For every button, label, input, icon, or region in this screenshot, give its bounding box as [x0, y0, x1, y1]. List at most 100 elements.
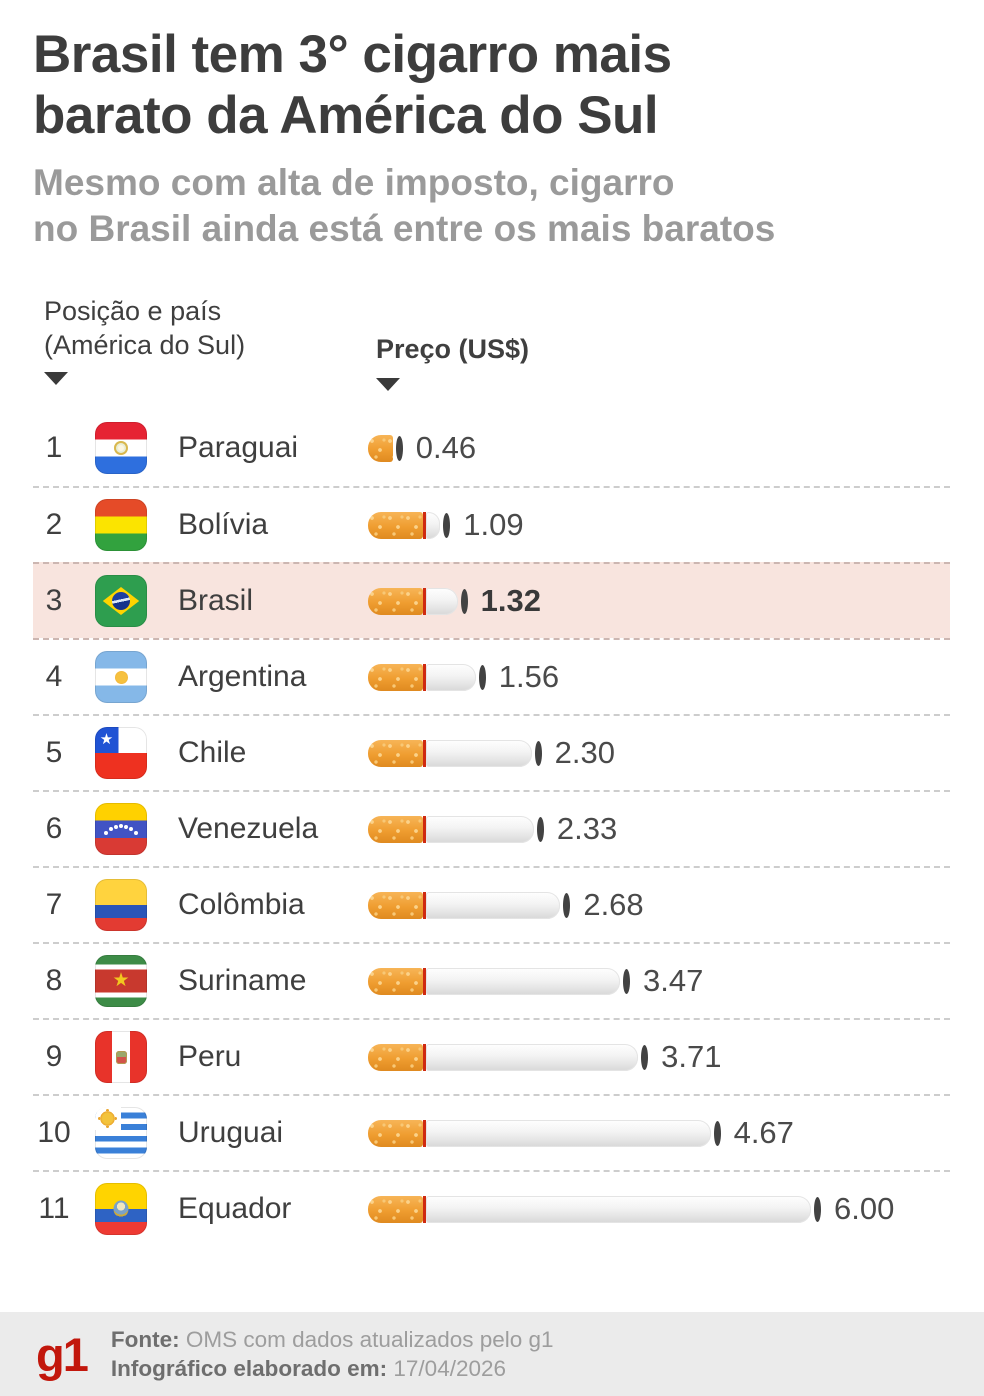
- page-subtitle-line2: no Brasil ainda está entre os mais barat…: [33, 208, 776, 249]
- arrow-down-icon: [44, 372, 68, 385]
- cigarette-band: [423, 663, 426, 691]
- cigarette-tip: [460, 588, 468, 614]
- cigarette-tip: [814, 1196, 821, 1222]
- cigarette-band: [423, 891, 426, 919]
- peru-flag-icon: [95, 1031, 147, 1083]
- cigarette-tip: [478, 664, 486, 690]
- paraguay-flag-icon: [95, 422, 147, 474]
- cigarette-tip: [443, 512, 451, 538]
- cigarette-tip: [536, 816, 544, 842]
- cigarette-bar-icon: [368, 815, 544, 843]
- cigarette-band: [423, 511, 426, 539]
- rank-number: 6: [45, 812, 63, 845]
- table-row: 7 Colômbia 2.68: [33, 866, 950, 942]
- price-value: 2.68: [583, 887, 644, 922]
- cigarette-band: [423, 1043, 426, 1071]
- colombia-flag-icon: [95, 879, 147, 931]
- cigarette-bar-icon: [368, 891, 571, 919]
- cigarette-tip: [395, 435, 403, 461]
- table-row: 4 Argentina 1.56: [33, 638, 950, 714]
- footer: g1 Fonte: OMS com dados atualizados pelo…: [0, 1312, 984, 1396]
- table-row: 9 Peru 3.71: [33, 1018, 950, 1094]
- cigarette-filter: [368, 511, 423, 539]
- cigarette-tip: [563, 892, 571, 918]
- rank-number: 4: [45, 660, 63, 693]
- price-bar: 2.33: [368, 811, 617, 847]
- brazil-flag-icon: [95, 575, 147, 627]
- page-title-line2: barato da América do Sul: [33, 86, 659, 145]
- price-bar: 3.47: [368, 963, 703, 999]
- arrow-down-icon: [376, 378, 400, 391]
- table-row: 8 Suriname 3.47: [33, 942, 950, 1018]
- price-value: 3.71: [661, 1039, 722, 1074]
- country-name: Colômbia: [178, 888, 305, 921]
- rows: 1 Paraguai 0.46 2 Bolívia: [33, 410, 950, 1246]
- price-bar: 1.09: [368, 507, 524, 543]
- table-row: 5 Chile 2.30: [33, 714, 950, 790]
- footer-date-value: 17/04/2026: [387, 1356, 507, 1381]
- cigarette-filter: [368, 967, 423, 995]
- column-header-price-label: Preço (US$): [376, 334, 530, 364]
- ecuador-flag-icon: [95, 1183, 147, 1235]
- rank-number: 8: [45, 964, 63, 997]
- cigarette-body: [426, 587, 458, 615]
- cigarette-body: [426, 739, 532, 767]
- price-value: 2.30: [554, 735, 615, 770]
- venezuela-flag-icon: [95, 803, 147, 855]
- cigarette-bar-icon: [368, 967, 630, 995]
- column-header-price: Preço (US$): [376, 332, 529, 391]
- cigarette-bar-icon: [368, 1119, 721, 1147]
- rank-number: 1: [45, 431, 63, 464]
- page-title: Brasil tem 3° cigarro mais barato da Amé…: [33, 24, 672, 146]
- argentina-flag-icon: [95, 651, 147, 703]
- price-bar: 0.46: [368, 430, 476, 466]
- cigarette-filter: [368, 663, 423, 691]
- rank-number: 9: [45, 1040, 63, 1073]
- price-bar: 1.32: [368, 583, 541, 619]
- price-value: 3.47: [642, 963, 704, 998]
- page-title-line1: Brasil tem 3° cigarro mais: [33, 25, 672, 84]
- price-value: 0.46: [415, 430, 477, 465]
- cigarette-body: [426, 967, 620, 995]
- cigarette-tip: [641, 1044, 649, 1070]
- table-row: 3 Brasil 1.32: [33, 562, 950, 638]
- rank-number: 5: [45, 736, 63, 769]
- country-name: Bolívia: [178, 508, 269, 541]
- table-row: 1 Paraguai 0.46: [33, 410, 950, 486]
- cigarette-body: [426, 1119, 711, 1147]
- price-value: 6.00: [834, 1191, 895, 1226]
- cigarette-tip: [713, 1120, 721, 1146]
- cigarette-band: [423, 587, 426, 615]
- footer-date-label: Infográfico elaborado em:: [110, 1356, 388, 1381]
- cigarette-filter: [368, 1119, 423, 1147]
- price-bar: 2.68: [368, 887, 644, 923]
- cigarette-bar-icon: [368, 1195, 821, 1223]
- price-value: 1.56: [498, 659, 560, 694]
- cigarette-filter: [368, 434, 393, 462]
- country-name: Suriname: [178, 964, 307, 997]
- price-bar: 3.71: [368, 1039, 721, 1075]
- country-name: Chile: [178, 736, 247, 769]
- column-header-position-line1: Posição e país: [44, 296, 222, 326]
- column-header-position-line2: (América do Sul): [44, 330, 246, 360]
- rank-number: 7: [45, 888, 63, 921]
- cigarette-filter: [368, 1043, 423, 1071]
- price-value: 2.33: [556, 811, 618, 846]
- price-value: 4.67: [733, 1115, 794, 1150]
- cigarette-tip: [622, 968, 630, 994]
- country-name: Brasil: [178, 584, 254, 617]
- cigarette-body: [426, 663, 476, 691]
- cigarette-body: [426, 891, 561, 919]
- page-subtitle: Mesmo com alta de imposto, cigarro no Br…: [33, 160, 775, 252]
- cigarette-band: [423, 739, 426, 767]
- cigarette-filter: [368, 587, 423, 615]
- cigarette-filter: [368, 739, 423, 767]
- chile-flag-icon: [95, 727, 147, 779]
- country-name: Peru: [178, 1040, 242, 1073]
- price-value: 1.09: [463, 507, 524, 542]
- cigarette-filter: [368, 1195, 423, 1223]
- table-row: 2 Bolívia 1.09: [33, 486, 950, 562]
- footer-date-line: Infográfico elaborado em: 17/04/2026: [111, 1354, 554, 1383]
- suriname-flag-icon: [95, 955, 147, 1007]
